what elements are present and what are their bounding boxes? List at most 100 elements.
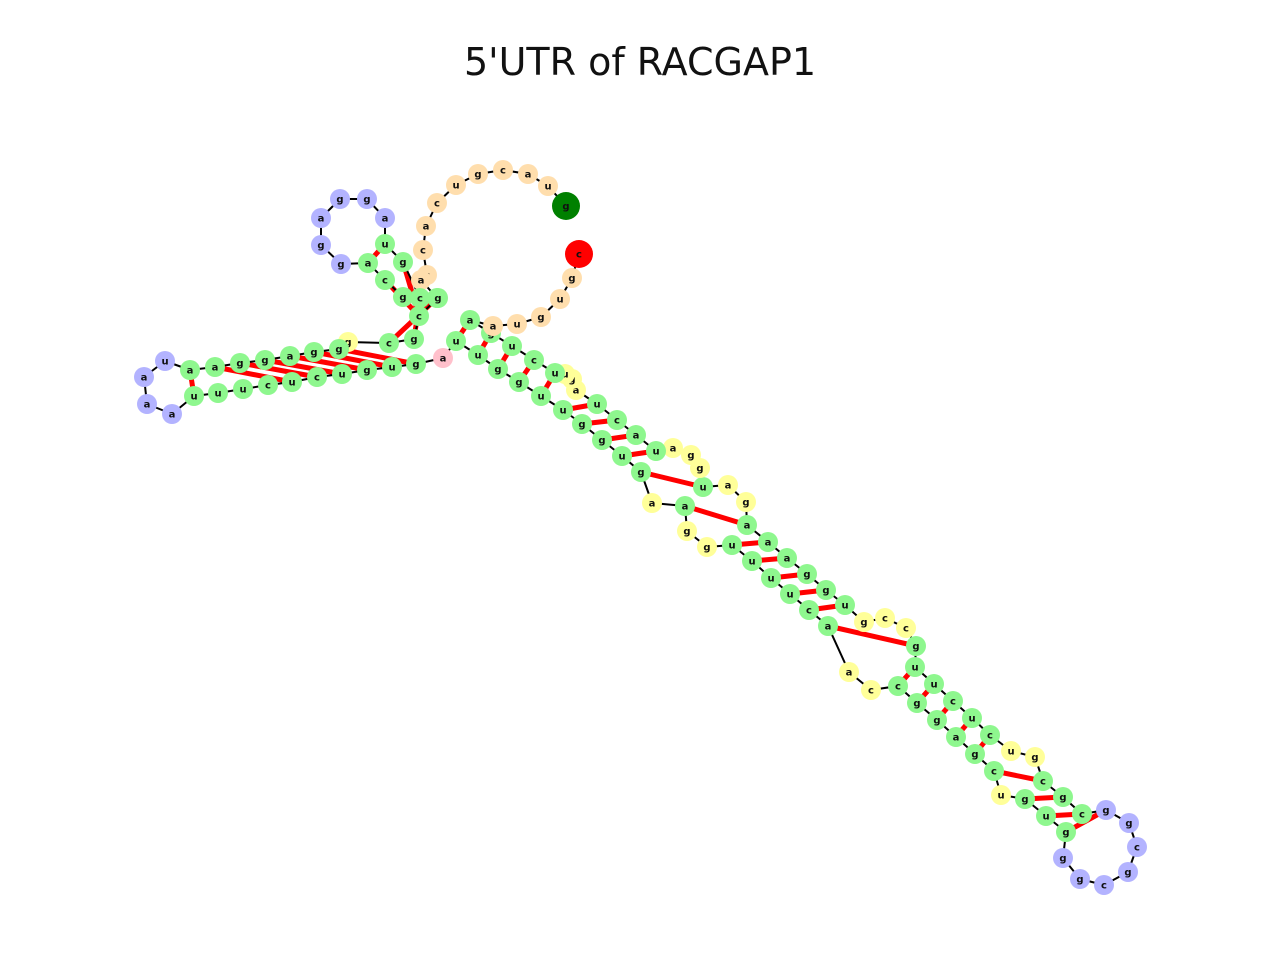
nucleotide-label: c (868, 686, 874, 697)
nucleotide-label: g (1021, 795, 1028, 806)
nucleotide-node: c (875, 608, 895, 628)
nucleotide-circle (411, 270, 431, 290)
nucleotide-label: u (561, 370, 568, 381)
nucleotide-label: g (537, 313, 544, 324)
nucleotide-circle (562, 268, 582, 288)
nucleotide-node: a (626, 425, 646, 445)
nucleotide-label: u (841, 601, 848, 612)
nucleotide-label: a (490, 322, 497, 333)
nucleotide-label: c (1040, 777, 1046, 788)
nucleotide-circle (761, 568, 781, 588)
nucleotide-node: g (1056, 822, 1076, 842)
nucleotide-label: a (633, 431, 640, 442)
nucleotide-node: a (433, 348, 453, 368)
nucleotide-node: g (1025, 747, 1045, 767)
nucleotide-node: g (406, 354, 426, 374)
nucleotide-circle (816, 580, 836, 600)
nucleotide-circle (375, 234, 395, 254)
nucleotide-node: g (816, 580, 836, 600)
nucleotide-node: a (483, 316, 503, 336)
five-prime-end-node: g (552, 192, 580, 220)
nucleotide-label: a (382, 214, 389, 225)
nucleotide-node: g (797, 564, 817, 584)
nucleotide-label: c (895, 682, 901, 693)
nucleotide-label: u (911, 663, 918, 674)
nucleotide-label: g (410, 335, 417, 346)
nucleotide-node: a (137, 394, 157, 414)
nucleotide-label: c (434, 199, 440, 210)
nucleotide-node: c (379, 333, 399, 353)
nucleotide-label: a (187, 366, 194, 377)
nucleotide-node: u (646, 441, 666, 461)
nucleotide-circle (509, 372, 529, 392)
nucleotide-node: a (460, 310, 480, 330)
nucleotide-circle (393, 287, 413, 307)
nucleotide-node: u (693, 477, 713, 497)
nucleotide-node: a (180, 360, 200, 380)
nucleotide-node: c (493, 160, 513, 180)
nucleotide-node: g (965, 744, 985, 764)
nucleotide-label: g (515, 378, 522, 389)
nucleotide-node: c (375, 270, 395, 290)
nucleotide-label: u (474, 351, 481, 362)
nucleotide-label: g (803, 570, 810, 581)
nucleotide-node: u (233, 379, 253, 399)
nucleotide-circle (137, 394, 157, 414)
nucleotide-circle (329, 339, 349, 359)
nucleotide-label: g (1031, 753, 1038, 764)
nucleotide-label: c (987, 731, 993, 742)
base-pair-link (239, 360, 318, 380)
nucleotide-label: g (912, 642, 919, 653)
nucleotide-node: u (924, 674, 944, 694)
nucleotide-label: g (1059, 793, 1066, 804)
nucleotide-node: g (1070, 869, 1090, 889)
nucleotide-node: g (572, 414, 592, 434)
nucleotide-label: c (882, 614, 888, 625)
nucleotide-circle (282, 372, 302, 392)
nucleotide-circle (357, 189, 377, 209)
nucleotide-node: g (357, 360, 377, 380)
nucleotide-node: u (208, 383, 228, 403)
nucleotide-label: g (683, 527, 690, 538)
nucleotide-label: c (991, 767, 997, 778)
nucleotide-label: u (559, 406, 566, 417)
nucleotide-circle (331, 254, 351, 274)
nucleotide-label: u (618, 452, 625, 463)
nucleotide-label: g (1102, 806, 1109, 817)
nucleotide-label: u (508, 342, 515, 353)
nucleotide-circle (1036, 806, 1056, 826)
nucleotide-circle (134, 367, 154, 387)
nucleotide-node: a (358, 253, 378, 273)
nucleotide-node: u (742, 551, 762, 571)
nucleotide-circle (565, 240, 593, 268)
nucleotide-node: c (410, 288, 430, 308)
nucleotide-circle (737, 515, 757, 535)
nucleotide-label: g (317, 241, 324, 252)
nucleotide-label: g (474, 170, 481, 181)
nucleotide-node: u (375, 234, 395, 254)
nucleotide-label: u (767, 574, 774, 585)
nucleotide-node: u (507, 314, 527, 334)
nucleotide-node: u (905, 657, 925, 677)
nucleotide-circle (493, 160, 513, 180)
nucleotide-label: c (950, 697, 956, 708)
nucleotide-node: a (280, 346, 300, 366)
nucleotide-node: u (780, 584, 800, 604)
nucleotide-label: u (214, 389, 221, 400)
nucleotide-label: g (363, 195, 370, 206)
nucleotide-circle (758, 532, 778, 552)
nucleotide-node: g (329, 339, 349, 359)
nucleotide-circle (675, 496, 695, 516)
nucleotide-label: g (236, 359, 243, 370)
nucleotide-circle (681, 445, 701, 465)
nucleotide-label: c (265, 381, 271, 392)
nucleotide-node: c (258, 375, 278, 395)
nucleotide-circle (413, 240, 433, 260)
nucleotide-label: g (933, 716, 940, 727)
nucleotide-circle (742, 551, 762, 571)
nucleotide-node: g (1053, 787, 1073, 807)
nucleotide-label: c (416, 312, 422, 323)
nucleotide-label: a (846, 668, 853, 679)
nucleotide-label: g (494, 365, 501, 376)
